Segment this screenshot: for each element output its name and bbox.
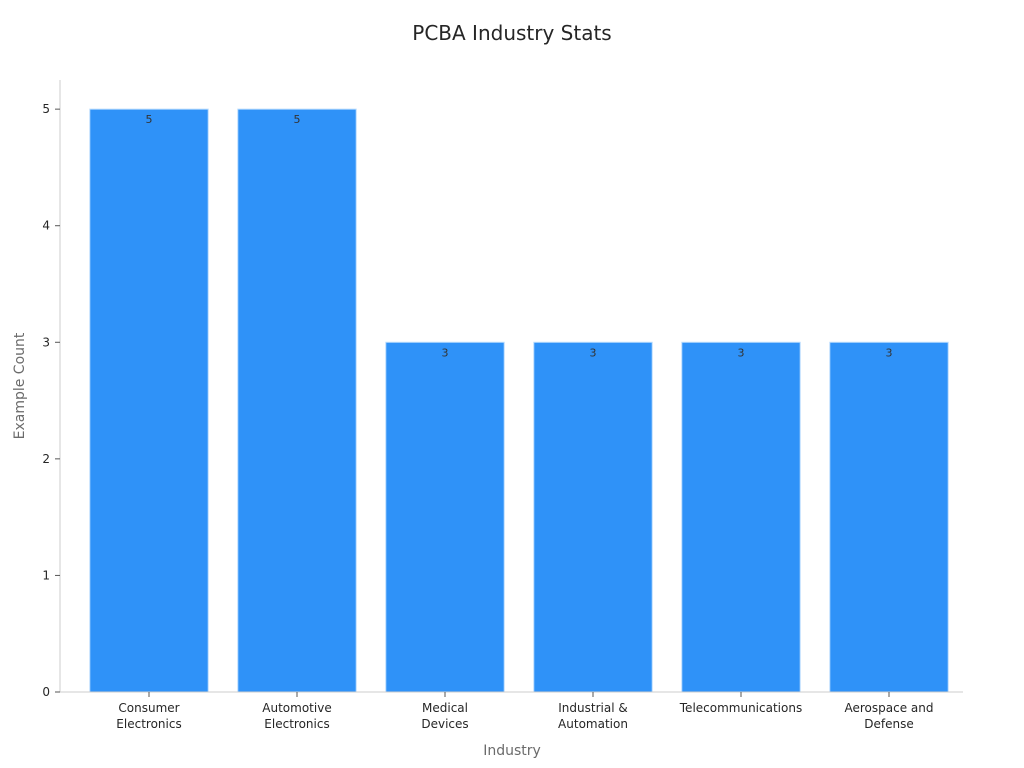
bar — [829, 341, 949, 693]
chart-title: PCBA Industry Stats — [412, 21, 611, 45]
y-tick-label: 2 — [42, 452, 50, 466]
y-tick-label: 1 — [42, 568, 50, 582]
x-tick-label: Medical Devices — [421, 701, 468, 731]
bar — [681, 341, 801, 693]
bar — [533, 341, 653, 693]
y-tick-label: 5 — [42, 102, 50, 116]
data-labels-group: 5 5 3 3 3 3 — [146, 113, 893, 359]
bar — [237, 108, 357, 693]
data-label: 3 — [442, 346, 449, 359]
data-label: 3 — [738, 346, 745, 359]
bar — [385, 341, 505, 693]
x-axis-title: Industry — [483, 743, 541, 759]
x-tick-label: Aerospace and Defense — [845, 701, 934, 731]
y-tick-label: 0 — [42, 685, 50, 699]
data-label: 3 — [886, 346, 893, 359]
x-tick-label: Telecommunications — [679, 701, 802, 715]
y-tick-label: 4 — [42, 219, 50, 233]
x-tick-label: Automotive Electronics — [262, 701, 331, 731]
data-label: 5 — [146, 113, 153, 126]
x-axis-ticks: Consumer Electronics Automotive Electronics… — [116, 692, 934, 731]
x-tick-label: Consumer Electronics — [116, 701, 181, 731]
y-axis-title: Example Count — [12, 332, 28, 439]
bars-group — [89, 108, 949, 693]
x-tick-label: Industrial & Automation — [558, 701, 628, 731]
y-tick-label: 3 — [42, 335, 50, 349]
data-label: 3 — [590, 346, 597, 359]
bar — [89, 108, 209, 693]
y-axis-ticks: 0 1 2 3 4 5 — [42, 102, 60, 699]
data-label: 5 — [294, 113, 301, 126]
